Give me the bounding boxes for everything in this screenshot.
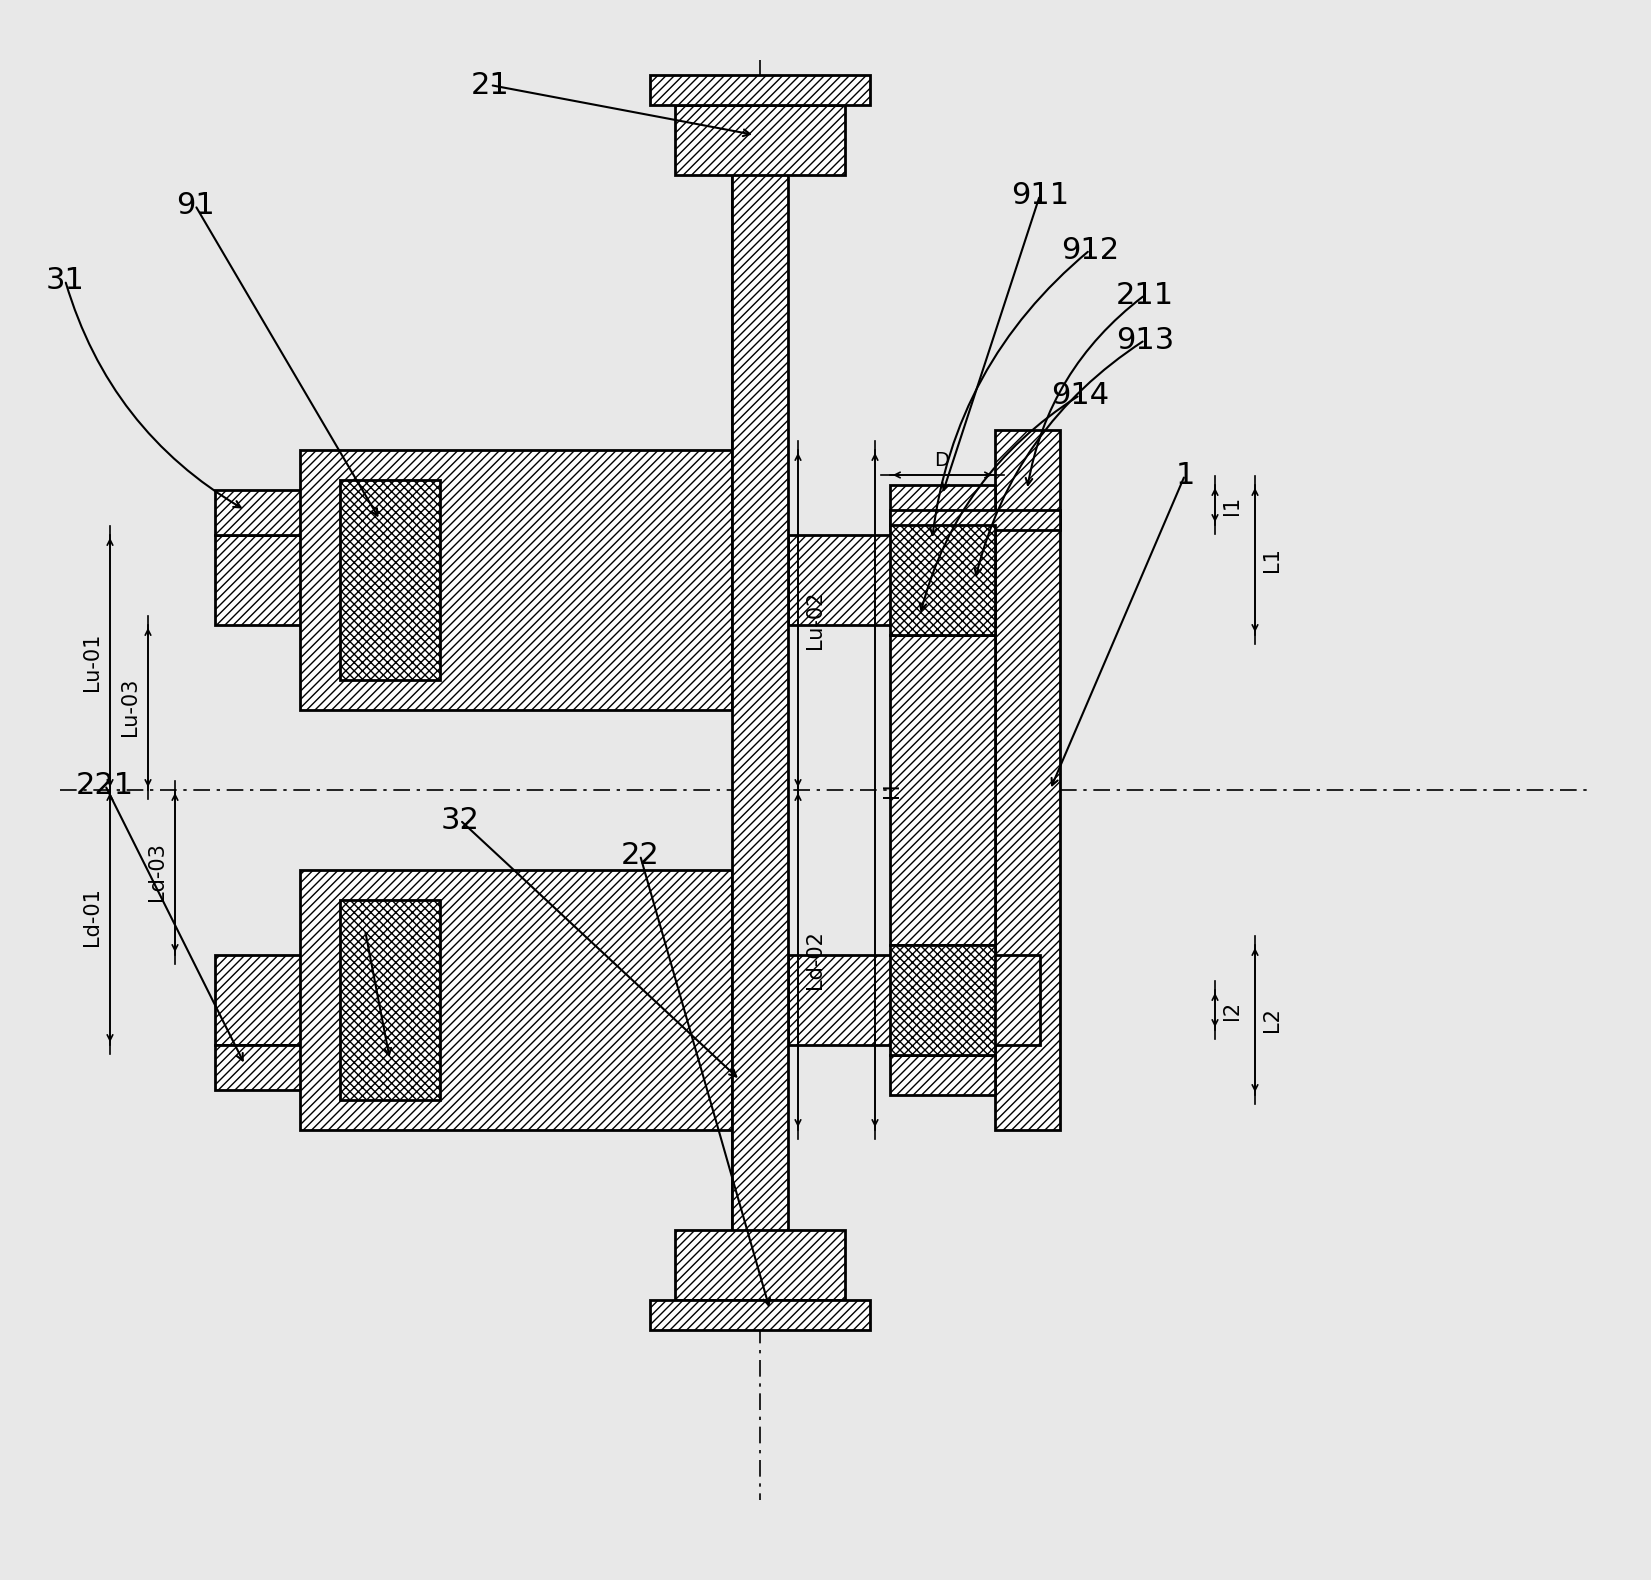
Bar bbox=[300, 871, 731, 1130]
Bar bbox=[215, 490, 325, 536]
Bar bbox=[340, 480, 441, 679]
Text: Ld-02: Ld-02 bbox=[806, 931, 826, 989]
Bar bbox=[890, 485, 996, 525]
Text: D: D bbox=[934, 450, 949, 469]
Text: 22: 22 bbox=[621, 841, 659, 869]
Bar bbox=[788, 536, 1040, 626]
Bar bbox=[215, 1044, 325, 1090]
Bar bbox=[996, 430, 1060, 1130]
Text: 912: 912 bbox=[1062, 235, 1119, 264]
Text: Lu-03: Lu-03 bbox=[121, 678, 140, 736]
Text: 31: 31 bbox=[46, 265, 84, 294]
Bar bbox=[890, 635, 996, 945]
Text: L2: L2 bbox=[1261, 1008, 1281, 1032]
Bar bbox=[650, 74, 870, 104]
Bar bbox=[731, 104, 788, 1310]
Text: H: H bbox=[882, 782, 901, 798]
Text: Lu-01: Lu-01 bbox=[83, 634, 102, 690]
Text: Lu-02: Lu-02 bbox=[806, 591, 826, 649]
Text: 211: 211 bbox=[1116, 281, 1174, 310]
Bar bbox=[675, 104, 845, 175]
Bar bbox=[215, 954, 731, 1044]
Text: 1: 1 bbox=[1176, 460, 1195, 490]
Bar bbox=[340, 901, 441, 1100]
Text: 221: 221 bbox=[76, 771, 134, 799]
Text: l2: l2 bbox=[1222, 1000, 1242, 1019]
Text: L1: L1 bbox=[1261, 548, 1281, 572]
Bar bbox=[650, 1300, 870, 1330]
Text: Ld-03: Ld-03 bbox=[147, 842, 167, 902]
Text: 32: 32 bbox=[441, 806, 479, 834]
Bar bbox=[215, 536, 731, 626]
Bar bbox=[890, 1055, 996, 1095]
Text: 92: 92 bbox=[345, 915, 385, 945]
Text: Ld-01: Ld-01 bbox=[83, 888, 102, 946]
Bar bbox=[300, 450, 731, 709]
Text: 914: 914 bbox=[1052, 381, 1109, 409]
Text: 91: 91 bbox=[175, 191, 215, 220]
Text: 911: 911 bbox=[1010, 180, 1070, 210]
Text: l1: l1 bbox=[1222, 496, 1242, 515]
Bar bbox=[890, 510, 1060, 529]
Text: 913: 913 bbox=[1116, 325, 1174, 354]
Text: 21: 21 bbox=[471, 71, 510, 100]
Bar bbox=[675, 1229, 845, 1300]
Bar bbox=[890, 945, 996, 1055]
Bar bbox=[788, 954, 1040, 1044]
Bar bbox=[890, 525, 996, 635]
